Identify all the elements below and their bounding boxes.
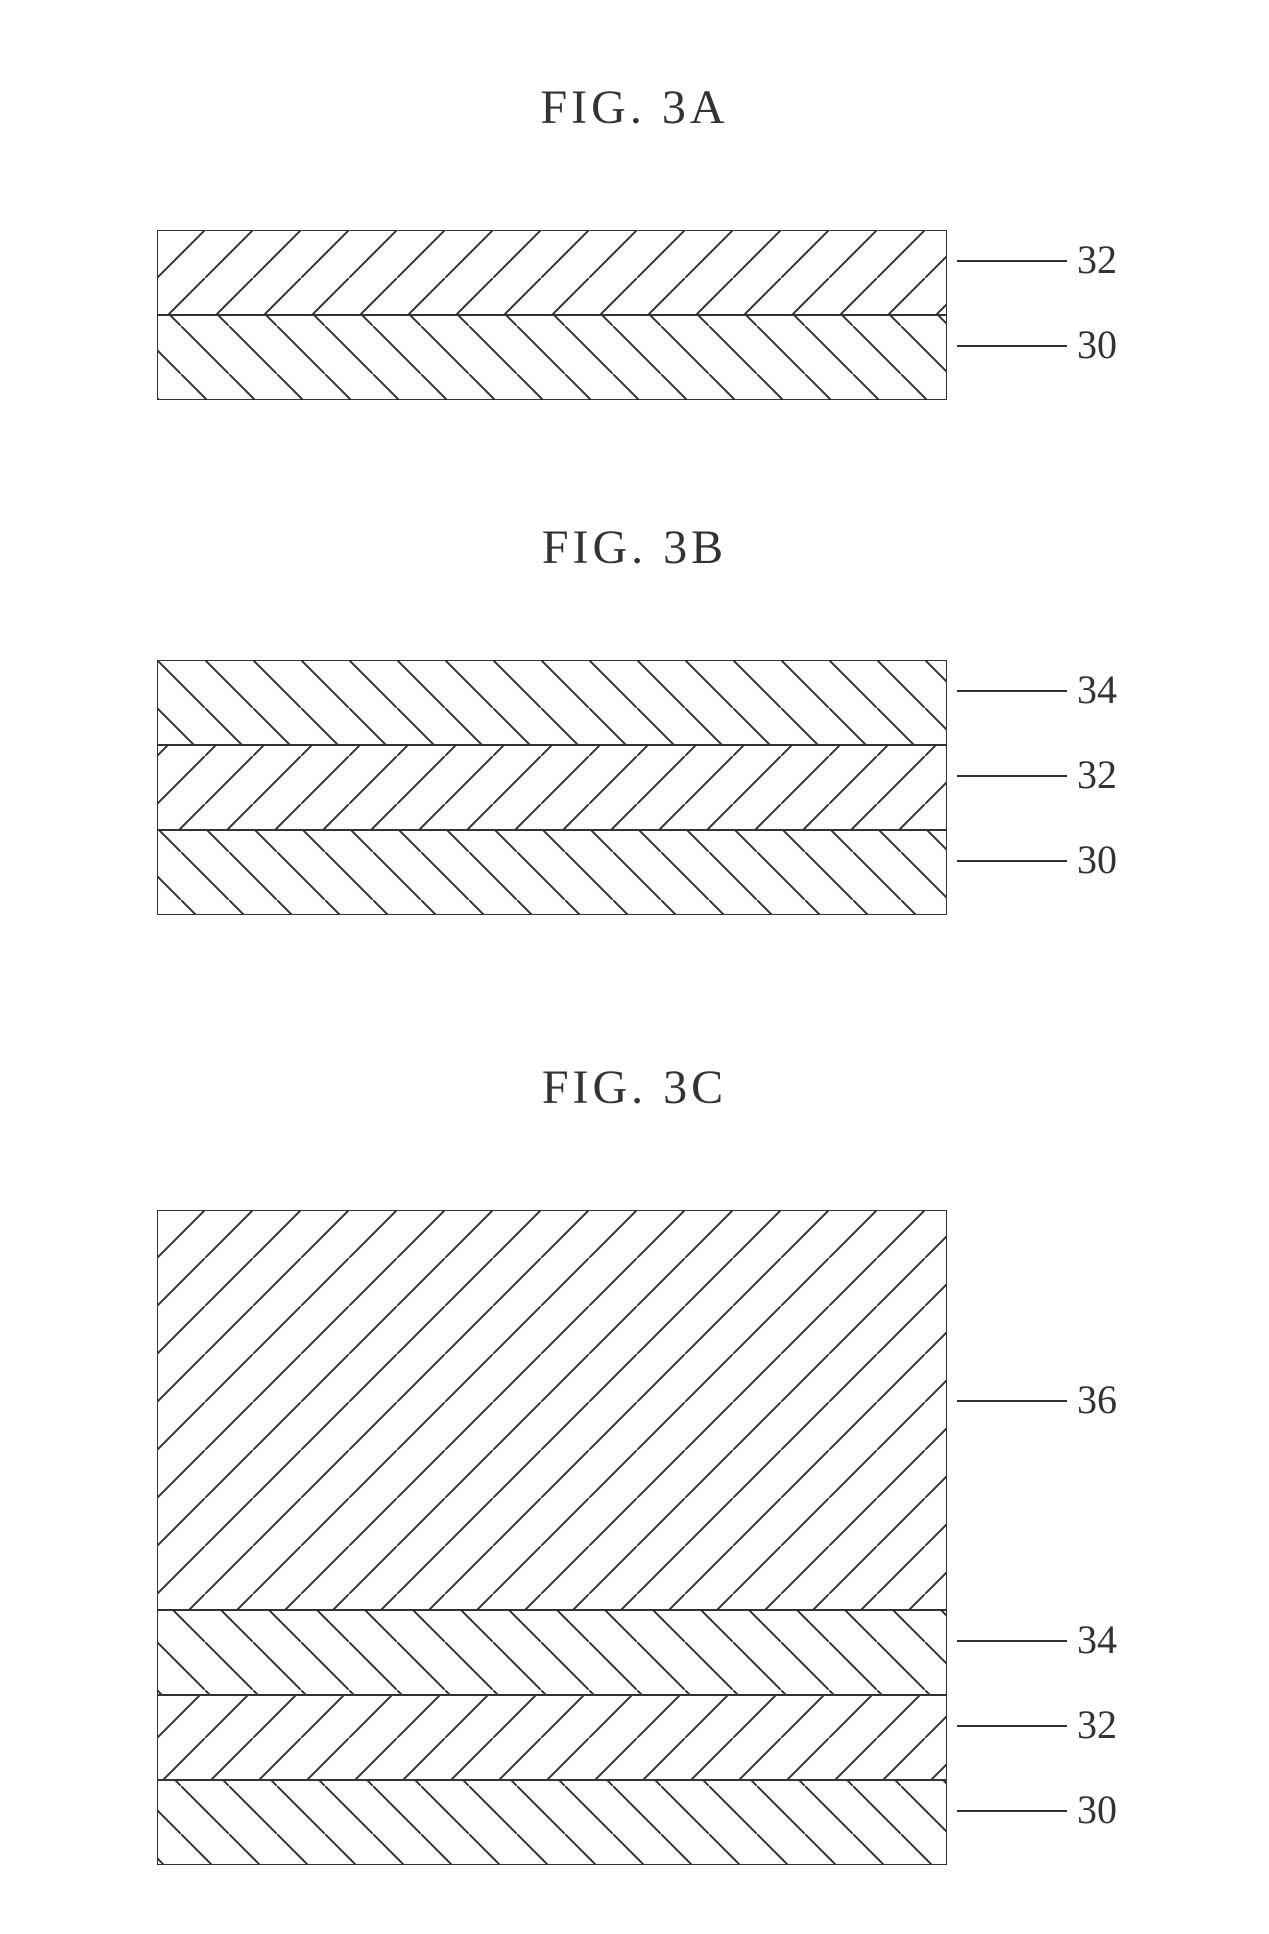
leader-line xyxy=(957,690,1067,692)
layer-30 xyxy=(157,1780,947,1865)
leader-line xyxy=(957,1810,1067,1812)
layer-32 xyxy=(157,745,947,830)
layer-label: 30 xyxy=(1077,321,1117,368)
figure-title: FIG. 3A xyxy=(0,80,1269,135)
layer-label: 34 xyxy=(1077,666,1117,713)
leader-line xyxy=(957,775,1067,777)
layer-label: 30 xyxy=(1077,1786,1117,1833)
leader-line xyxy=(957,260,1067,262)
layer-label: 32 xyxy=(1077,1701,1117,1748)
leader-line xyxy=(957,860,1067,862)
layer-34 xyxy=(157,660,947,745)
layer-32 xyxy=(157,230,947,315)
layer-stack xyxy=(157,660,947,915)
layer-32 xyxy=(157,1695,947,1780)
layer-label: 32 xyxy=(1077,236,1117,283)
layer-36 xyxy=(157,1210,947,1610)
layer-stack xyxy=(157,1210,947,1865)
leader-line xyxy=(957,1725,1067,1727)
leader-line xyxy=(957,1400,1067,1402)
layer-label: 34 xyxy=(1077,1616,1117,1663)
figure-title: FIG. 3B xyxy=(0,520,1269,575)
leader-line xyxy=(957,1640,1067,1642)
layer-stack xyxy=(157,230,947,400)
layer-30 xyxy=(157,830,947,915)
leader-line xyxy=(957,345,1067,347)
layer-30 xyxy=(157,315,947,400)
layer-label: 32 xyxy=(1077,751,1117,798)
page: FIG. 3A 32 30 FIG. 3B 34 32 30 FIG. 3C 36 34 32 30 xyxy=(0,0,1269,1934)
layer-label: 30 xyxy=(1077,836,1117,883)
layer-label: 36 xyxy=(1077,1376,1117,1423)
figure-title: FIG. 3C xyxy=(0,1060,1269,1115)
layer-34 xyxy=(157,1610,947,1695)
